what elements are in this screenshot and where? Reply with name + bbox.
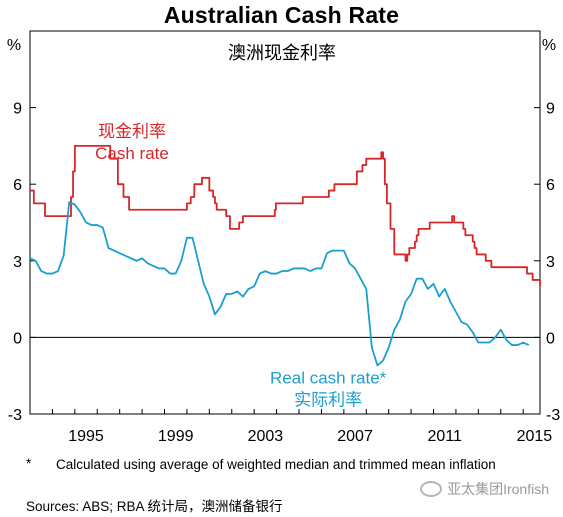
plot-frame	[29, 30, 541, 415]
cash-rate-label: 现金利率 Cash rate	[95, 122, 169, 163]
y-tick-label-right: -3	[546, 407, 560, 424]
chart-subtitle: 澳洲现金利率	[228, 43, 336, 63]
x-tick-label: 2011	[428, 428, 463, 445]
footnote: Calculated using average of weighted med…	[56, 457, 496, 472]
y-tick-label-left: 3	[13, 254, 22, 271]
y-tick-label-left: -3	[8, 407, 22, 424]
y-tick-label-right: 6	[546, 177, 555, 194]
x-tick-label: 1999	[158, 428, 194, 445]
x-tick-label: 2015	[517, 428, 553, 445]
real-cash-rate-label-line: 实际利率	[294, 390, 362, 409]
watermark: 亚太集团Ironfish	[420, 479, 549, 499]
cash-rate-label-line: 现金利率	[98, 122, 166, 141]
x-tick-label: 2007	[337, 428, 373, 445]
y-tick-label-left: 6	[13, 177, 22, 194]
x-tick-label: 2003	[248, 428, 284, 445]
y-tick-label-right: 3	[546, 254, 555, 271]
cash-rate-label-line: Cash rate	[95, 144, 169, 163]
y-axis-unit-left: %	[7, 37, 21, 54]
wechat-logo-icon	[420, 481, 443, 497]
watermark-text: 亚太集团Ironfish	[447, 481, 549, 497]
y-tick-label-right: 9	[546, 101, 555, 118]
y-axis-unit-right: %	[542, 37, 556, 54]
sources-note: Sources: ABS; RBA 统计局，澳洲储备银行	[26, 499, 283, 514]
footnote-marker: *	[26, 456, 32, 471]
y-tick-label-left: 0	[13, 330, 22, 347]
real-cash-rate-line	[29, 201, 530, 367]
real-cash-rate-label-line: Real cash rate*	[270, 368, 387, 387]
cash-rate-line	[30, 145, 541, 287]
y-tick-label-right: 0	[546, 330, 555, 347]
real-cash-rate-label: Real cash rate* 实际利率	[270, 368, 387, 409]
y-tick-label-left: 9	[13, 101, 22, 118]
x-tick-label: 1995	[68, 428, 104, 445]
chart-title: Australian Cash Rate	[163, 2, 400, 28]
